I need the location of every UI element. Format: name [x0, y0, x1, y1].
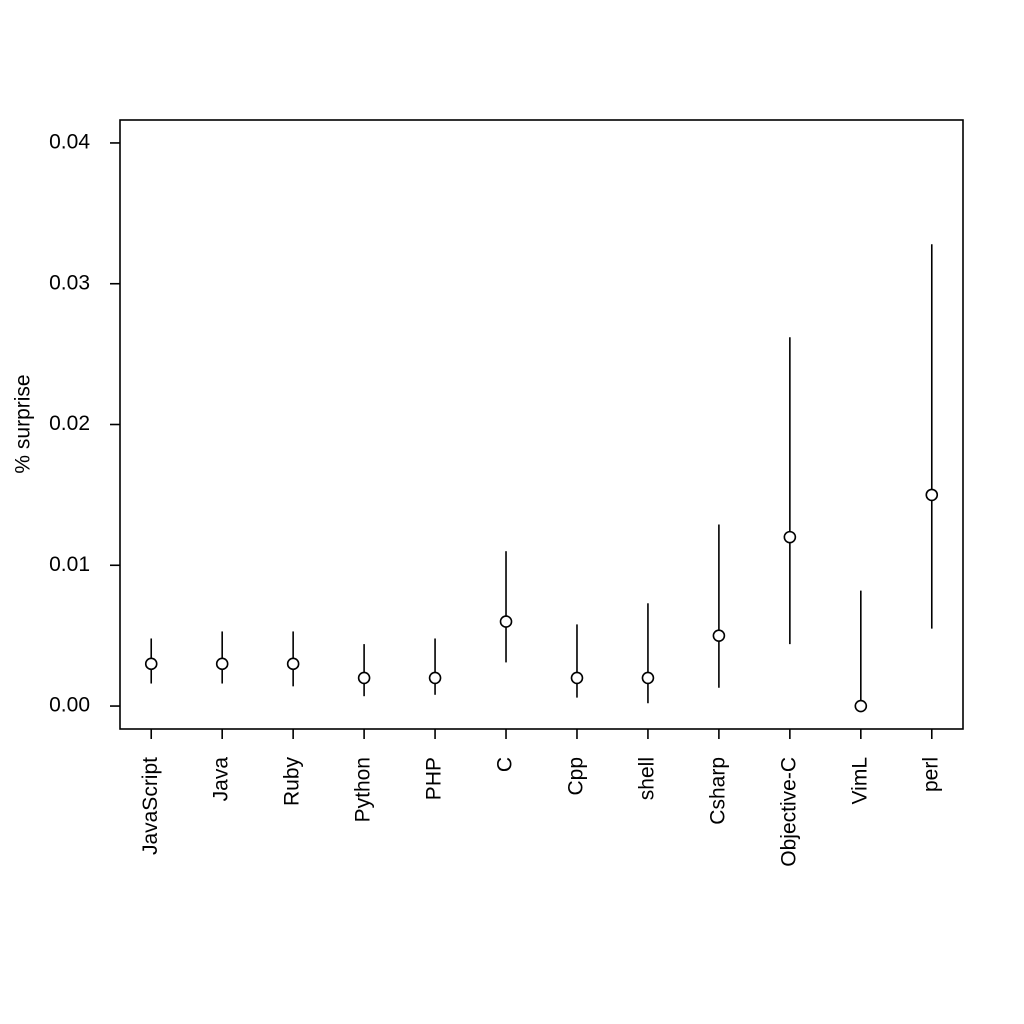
- point: [215, 657, 229, 671]
- x-tick-label: Csharp: [706, 757, 729, 825]
- y-tick-label: 0.03: [49, 271, 90, 294]
- point: [144, 657, 158, 671]
- y-tick-label: 0.02: [49, 412, 90, 435]
- x-tick-label: Ruby: [281, 757, 304, 807]
- y-axis-label: % surprise: [12, 374, 35, 473]
- point: [570, 671, 584, 685]
- y-tick-label: 0.04: [49, 130, 90, 153]
- point: [925, 488, 939, 502]
- x-tick-label: shell: [635, 757, 658, 800]
- x-tick-label: C: [494, 757, 517, 772]
- point: [854, 699, 868, 713]
- point: [428, 671, 442, 685]
- y-tick-label: 0.00: [49, 694, 90, 717]
- y-tick-label: 0.01: [49, 553, 90, 576]
- point: [499, 615, 513, 628]
- x-tick-label: VimL: [848, 757, 871, 804]
- point: [712, 629, 726, 642]
- plot-frame: [119, 119, 964, 730]
- x-tick-label: JavaScript: [139, 757, 162, 855]
- x-tick-label: Cpp: [565, 757, 588, 796]
- point: [641, 671, 655, 685]
- x-tick-label: perl: [919, 757, 942, 792]
- point: [286, 657, 300, 671]
- x-tick-label: Java: [210, 757, 233, 802]
- point: [783, 530, 797, 544]
- x-tick-label: Objective-C: [777, 757, 800, 867]
- point: [357, 671, 371, 685]
- x-tick-label: Python: [352, 757, 375, 822]
- x-tick-label: PHP: [423, 757, 446, 800]
